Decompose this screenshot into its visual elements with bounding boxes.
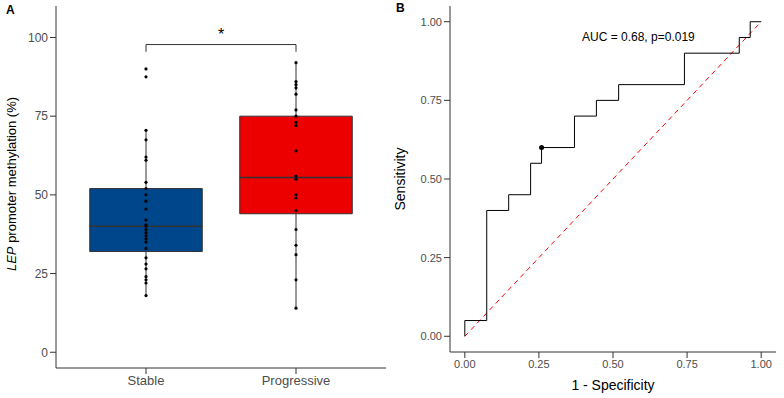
svg-text:0.00: 0.00: [454, 358, 475, 370]
svg-text:Stable: Stable: [128, 373, 165, 388]
svg-text:25: 25: [35, 267, 49, 281]
svg-text:A: A: [8, 3, 15, 17]
svg-text:Sensitivity: Sensitivity: [392, 147, 408, 210]
svg-text:0.25: 0.25: [528, 358, 549, 370]
html-text:AUC = 0.68, p=0.019: AUC = 0.68, p=0.019: [582, 30, 695, 44]
html-text:B: B: [396, 1, 405, 15]
svg-text:0: 0: [41, 346, 48, 360]
svg-text:1.00: 1.00: [750, 358, 771, 370]
svg-text:0.75: 0.75: [421, 94, 442, 106]
svg-text:1.00: 1.00: [421, 16, 442, 28]
svg-text:0.25: 0.25: [421, 252, 442, 264]
svg-text:0.50: 0.50: [421, 173, 442, 185]
svg-text:*: *: [218, 26, 224, 43]
svg-text:1 - Specificity: 1 - Specificity: [571, 377, 654, 393]
svg-text:0.75: 0.75: [676, 358, 697, 370]
svg-text:75: 75: [35, 109, 49, 123]
svg-text:LEP promoter methylation (%): LEP promoter methylation (%): [8, 97, 19, 271]
svg-text:0.00: 0.00: [421, 330, 442, 342]
svg-text:0.50: 0.50: [602, 358, 623, 370]
svg-text:Progressive: Progressive: [262, 373, 331, 388]
svg-text:50: 50: [35, 188, 49, 202]
svg-text:100: 100: [28, 31, 48, 45]
